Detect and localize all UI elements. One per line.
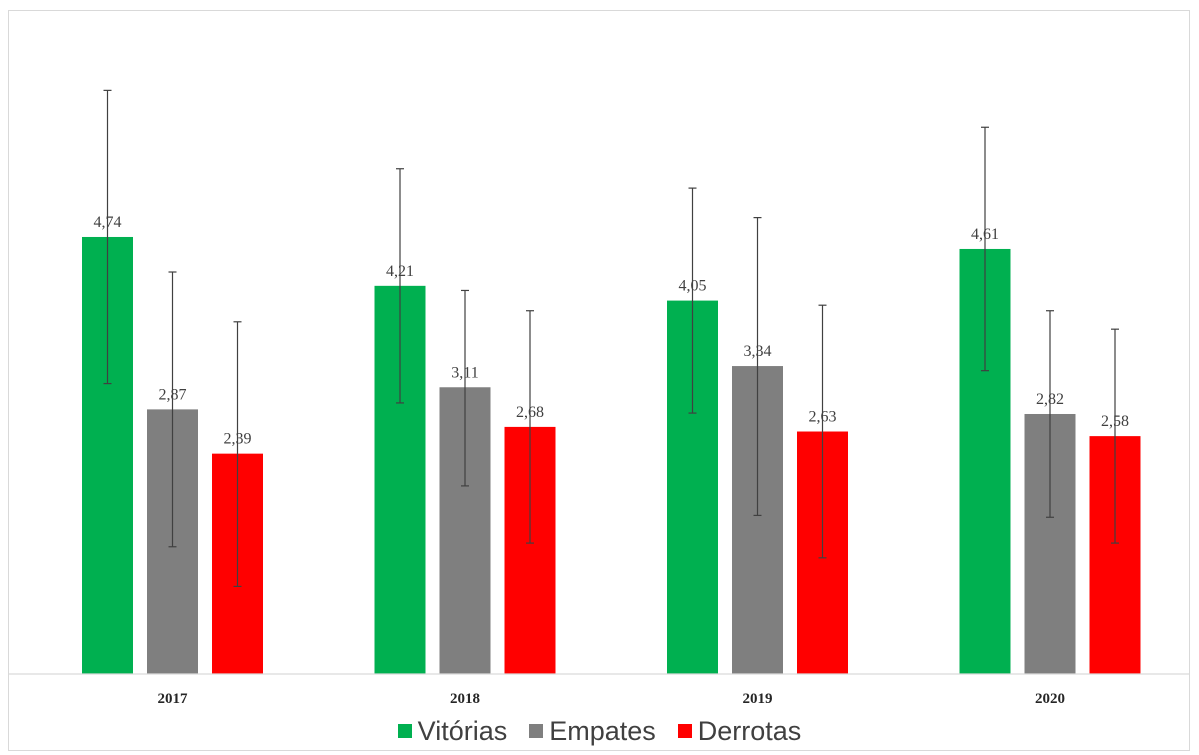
data-label-empates-2020: 2,82: [1036, 391, 1064, 408]
legend-label-empates: Empates: [549, 715, 656, 746]
legend-item-empates: Empates: [529, 716, 656, 747]
data-label-derrotas-2018: 2,68: [516, 404, 544, 421]
legend-swatch-vitorias: [397, 724, 412, 738]
data-label-derrotas-2019: 2,63: [809, 409, 837, 426]
legend-swatch-derrotas: [677, 724, 692, 738]
x-tick-label-2020: 2020: [1035, 691, 1065, 707]
data-label-empates-2017: 2,87: [159, 386, 187, 403]
x-tick-label-2018: 2018: [450, 691, 480, 707]
x-tick-label-2017: 2017: [158, 691, 189, 707]
data-label-derrotas-2020: 2,58: [1101, 413, 1129, 430]
data-label-derrotas-2017: 2,39: [224, 431, 252, 448]
legend-item-vitorias: Vitórias: [397, 715, 508, 747]
data-label-vitorias-2019: 4,05: [679, 278, 707, 295]
legend-label-derrotas: Derrotas: [697, 715, 802, 746]
legend-label-vitorias: Vitórias: [417, 715, 508, 746]
data-label-vitorias-2018: 4,21: [386, 263, 414, 280]
data-label-empates-2018: 3,11: [451, 364, 478, 381]
data-label-vitorias-2017: 4,74: [94, 214, 122, 231]
legend: Vitórias Empates Derrotas: [0, 711, 1199, 751]
x-tick-label-2019: 2019: [743, 691, 773, 707]
data-label-empates-2019: 3,34: [744, 343, 772, 360]
legend-swatch-empates: [529, 724, 544, 738]
data-label-vitorias-2020: 4,61: [971, 226, 999, 243]
legend-item-derrotas: Derrotas: [677, 715, 802, 747]
